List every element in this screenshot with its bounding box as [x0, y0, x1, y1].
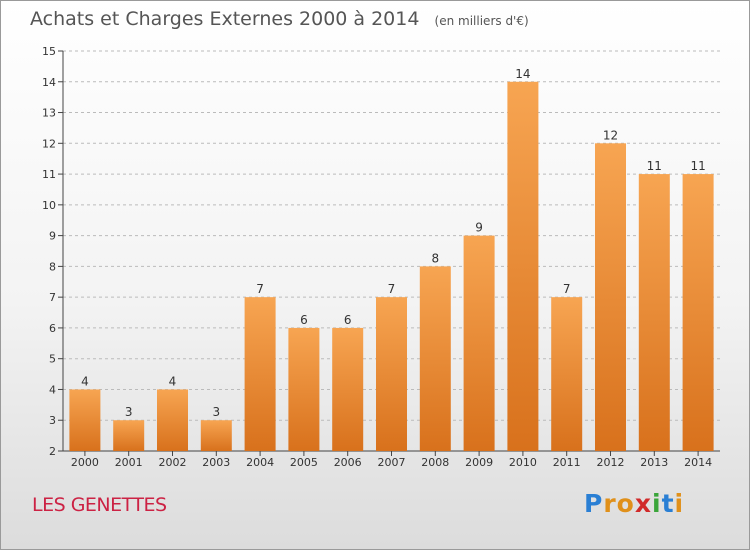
x-tick-label: 2013: [640, 456, 668, 469]
x-tick-label: 2001: [115, 456, 143, 469]
bar: [376, 297, 407, 451]
y-tick-label: 2: [49, 445, 56, 458]
x-tick-label: 2004: [246, 456, 274, 469]
bar: [244, 297, 276, 451]
x-tick-label: 2012: [597, 456, 625, 469]
data-label: 7: [256, 282, 264, 296]
y-tick-label: 8: [49, 260, 56, 273]
bar: [157, 389, 188, 451]
x-tick-label: 2005: [290, 456, 318, 469]
y-tick-label: 14: [42, 76, 56, 89]
bar: [69, 389, 101, 451]
x-tick-label: 2011: [553, 456, 581, 469]
bar: [113, 420, 145, 451]
bar: [595, 143, 626, 452]
data-label: 7: [388, 282, 396, 296]
y-tick-label: 13: [42, 107, 56, 120]
y-tick-label: 4: [49, 383, 56, 396]
x-tick-label: 2007: [378, 456, 406, 469]
data-label: 6: [300, 313, 308, 327]
data-label: 4: [169, 374, 177, 388]
logo-letter: o: [616, 489, 635, 518]
bar: [551, 297, 583, 451]
y-tick-label: 3: [49, 414, 56, 427]
x-tick-label: 2008: [421, 456, 449, 469]
x-tick-label: 2010: [509, 456, 537, 469]
x-tick-label: 2000: [71, 456, 99, 469]
data-label: 7: [563, 282, 571, 296]
bar: [638, 174, 670, 452]
y-tick-label: 11: [42, 168, 56, 181]
bar: [332, 327, 364, 451]
y-tick-label: 12: [42, 137, 56, 150]
data-label: 12: [603, 128, 618, 142]
y-tick-label: 7: [49, 291, 56, 304]
logo-letter: t: [661, 489, 675, 518]
bar: [463, 235, 495, 451]
x-tick-label: 2006: [334, 456, 362, 469]
y-tick-label: 5: [49, 353, 56, 366]
labels: 4 3 4 3 7 6 6 7 8 9 14 7 12 11 11: [81, 67, 706, 419]
data-label: 14: [515, 67, 530, 81]
logo-letter: P: [584, 489, 604, 518]
x-tick-label: 2002: [159, 456, 187, 469]
chart-title: Achats et Charges Externes 2000 à 2014: [30, 8, 420, 30]
data-label: 4: [81, 374, 89, 388]
bar: [288, 327, 320, 451]
proxiti-logo[interactable]: Proxiti: [584, 489, 684, 518]
x-tick-label: 2003: [202, 456, 230, 469]
axes: 2 3 4 5 6 7 8 9 10 11 12 13 14 15 2000 2001 2002 2003 2004…: [42, 45, 720, 469]
data-label: 3: [212, 405, 220, 419]
place-name: LES GENETTES: [32, 494, 167, 516]
title-row: Achats et Charges Externes 2000 à 2014 (…: [30, 8, 529, 30]
y-tick-label: 9: [49, 230, 56, 243]
bar: [200, 420, 232, 451]
bar: [507, 81, 539, 452]
logo-letter: r: [603, 489, 617, 518]
data-label: 11: [647, 159, 662, 173]
y-tick-label: 6: [49, 322, 56, 335]
data-label: 6: [344, 313, 352, 327]
chart-unit: (en milliers d'€): [434, 14, 529, 28]
data-label: 3: [125, 405, 133, 419]
bar: [682, 174, 714, 452]
data-label: 9: [475, 221, 483, 235]
data-label: 11: [690, 159, 705, 173]
y-tick-label: 15: [42, 45, 56, 58]
x-tick-label: 2014: [684, 456, 712, 469]
y-tick-label: 10: [42, 199, 56, 212]
x-tick-label: 2009: [465, 456, 493, 469]
bars: [69, 81, 714, 452]
logo-letter: i: [652, 489, 662, 518]
logo-letter: i: [674, 489, 685, 518]
logo-letter: x: [634, 489, 652, 518]
bar: [419, 266, 451, 451]
data-label: 8: [431, 251, 439, 265]
